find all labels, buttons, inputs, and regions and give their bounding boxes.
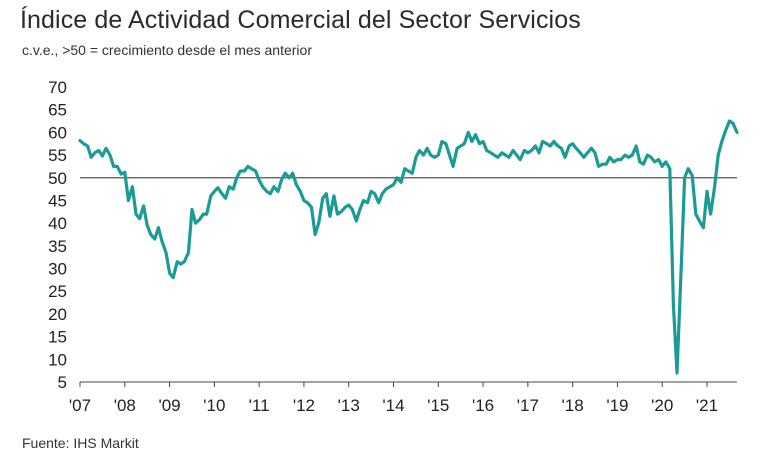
y-tick-label: 20 [48, 305, 67, 324]
x-tick-label: '08 [114, 396, 136, 415]
x-tick-label: '14 [382, 396, 404, 415]
x-tick-label: '21 [696, 396, 718, 415]
series-line [78, 119, 739, 375]
x-tick-label: '17 [517, 396, 539, 415]
chart-title: Índice de Actividad Comercial del Sector… [20, 6, 581, 34]
y-tick-label: 40 [48, 214, 67, 233]
chart-subtitle: c.v.e., >50 = crecimiento desde el mes a… [22, 42, 312, 58]
y-tick-label: 55 [48, 146, 67, 165]
line-chart: 5 10 15 20 25 30 35 40 45 50 55 60 65 70 '07 '08 '09 '10… [48, 78, 739, 415]
y-tick-label: 5 [58, 373, 67, 392]
x-tick-label: '13 [338, 396, 360, 415]
y-tick-label: 10 [48, 350, 67, 369]
y-tick-label: 50 [48, 169, 67, 188]
x-tick-label: '07 [69, 396, 91, 415]
x-tick-label: '19 [606, 396, 628, 415]
x-tick-label: '11 [249, 396, 270, 415]
y-axis: 5 10 15 20 25 30 35 40 45 50 55 60 65 70 [48, 78, 67, 392]
y-tick-label: 70 [48, 78, 67, 97]
x-axis: '07 '08 '09 '10 '11 '12 '13 '14 '15 '16 '17 '18 '19 '… [69, 381, 737, 415]
x-tick-label: '10 [203, 396, 225, 415]
series-layer [78, 119, 739, 375]
y-tick-label: 65 [48, 101, 67, 120]
x-tick-label: '12 [293, 396, 315, 415]
x-tick-label: '16 [472, 396, 494, 415]
x-tick-label: '20 [651, 396, 673, 415]
y-tick-label: 25 [48, 282, 67, 301]
y-tick-label: 35 [48, 237, 67, 256]
y-tick-label: 30 [48, 260, 67, 279]
y-tick-label: 15 [48, 328, 67, 347]
y-tick-label: 60 [48, 123, 67, 142]
source-note: Fuente: IHS Markit [22, 435, 139, 451]
x-tick-label: '15 [427, 396, 449, 415]
x-tick-label: '18 [562, 396, 584, 415]
x-tick-label: '09 [158, 396, 180, 415]
y-tick-label: 45 [48, 191, 67, 210]
